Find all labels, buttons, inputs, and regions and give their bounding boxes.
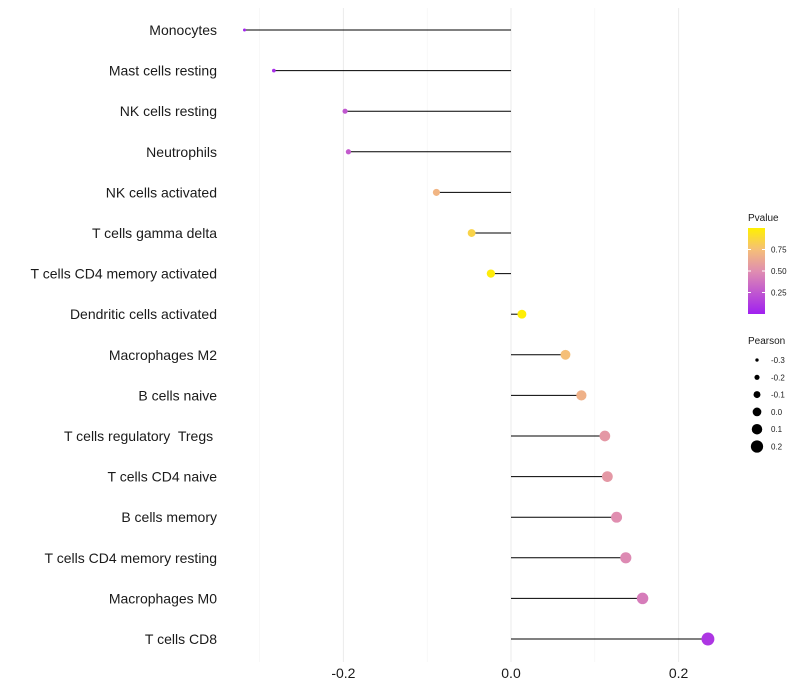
size-legend-label: 0.0: [771, 408, 783, 417]
colorbar-label: 0.25: [771, 289, 787, 298]
size-legend-dot: [753, 391, 761, 399]
category-label: T cells CD4 memory resting: [45, 550, 217, 566]
colorbar-label: 0.75: [771, 246, 787, 255]
lollipop-point: [599, 430, 611, 442]
lollipop-point: [342, 108, 348, 114]
size-legend-dot: [755, 358, 759, 362]
lollipop-point: [432, 188, 440, 196]
category-label: Monocytes: [149, 22, 217, 38]
pvalue-legend-title: Pvalue: [748, 213, 779, 224]
colorbar-label: 0.50: [771, 267, 787, 276]
size-legend-dot: [751, 423, 763, 435]
category-label: T cells CD4 naive: [108, 469, 218, 485]
category-label: Neutrophils: [146, 144, 217, 160]
y-axis-labels: Monocytes Mast cells resting NK cells rest…: [31, 22, 218, 647]
size-legend-dot: [752, 407, 762, 417]
gridlines: [259, 8, 680, 662]
lollipop-point: [701, 632, 715, 646]
category-label: NK cells activated: [106, 184, 217, 200]
category-label: Dendritic cells activated: [70, 306, 217, 322]
x-tick-label: -0.2: [331, 665, 355, 681]
category-label: Macrophages M2: [109, 347, 217, 363]
x-tick-label: 0.2: [669, 665, 689, 681]
pvalue-colorbar: [748, 228, 765, 314]
size-legend-dot: [750, 440, 764, 453]
lollipop-point: [467, 229, 476, 237]
pearson-legend-title: Pearson: [748, 336, 785, 347]
category-label: T cells gamma delta: [92, 225, 217, 241]
category-label: Macrophages M0: [109, 590, 217, 606]
category-label: T cells CD8: [145, 631, 217, 647]
category-label: B cells naive: [138, 387, 217, 403]
lollipop-point: [576, 390, 587, 401]
size-legend-dot: [754, 374, 760, 380]
size-legend-label: -0.3: [771, 356, 785, 365]
lollipop-point: [272, 68, 276, 73]
category-label: B cells memory: [121, 509, 217, 525]
size-legend-label: -0.2: [771, 373, 785, 382]
x-tick-label: 0.0: [501, 665, 521, 681]
lollipop-point: [601, 471, 613, 482]
lollipop-stems: [244, 29, 708, 640]
size-legend-label: 0.2: [771, 443, 783, 452]
category-label: T cells regulatory Tregs: [64, 428, 217, 444]
category-label: NK cells resting: [120, 103, 217, 119]
category-label: Mast cells resting: [109, 63, 217, 79]
lollipop-point: [486, 269, 496, 278]
lollipop-point: [636, 592, 649, 605]
lollipop-point: [560, 349, 571, 360]
category-label: T cells CD4 memory activated: [31, 266, 217, 282]
size-legend-label: -0.1: [771, 391, 785, 400]
lollipop-point: [611, 511, 623, 523]
lollipop-point: [345, 149, 352, 155]
pvalue-legend: Pvalue 0.25 0.50 0.75: [748, 213, 787, 314]
lollipop-point: [620, 552, 632, 564]
lollipop-point: [242, 28, 247, 32]
size-legend-label: 0.1: [771, 425, 783, 434]
x-axis-ticks: -0.2 0.0 0.2: [331, 665, 688, 681]
lollipop-point: [517, 309, 527, 319]
pearson-legend: Pearson -0.3 -0.2 -0.1 0.0 0.1 0.2: [748, 336, 785, 453]
lollipop-points: [242, 28, 715, 646]
